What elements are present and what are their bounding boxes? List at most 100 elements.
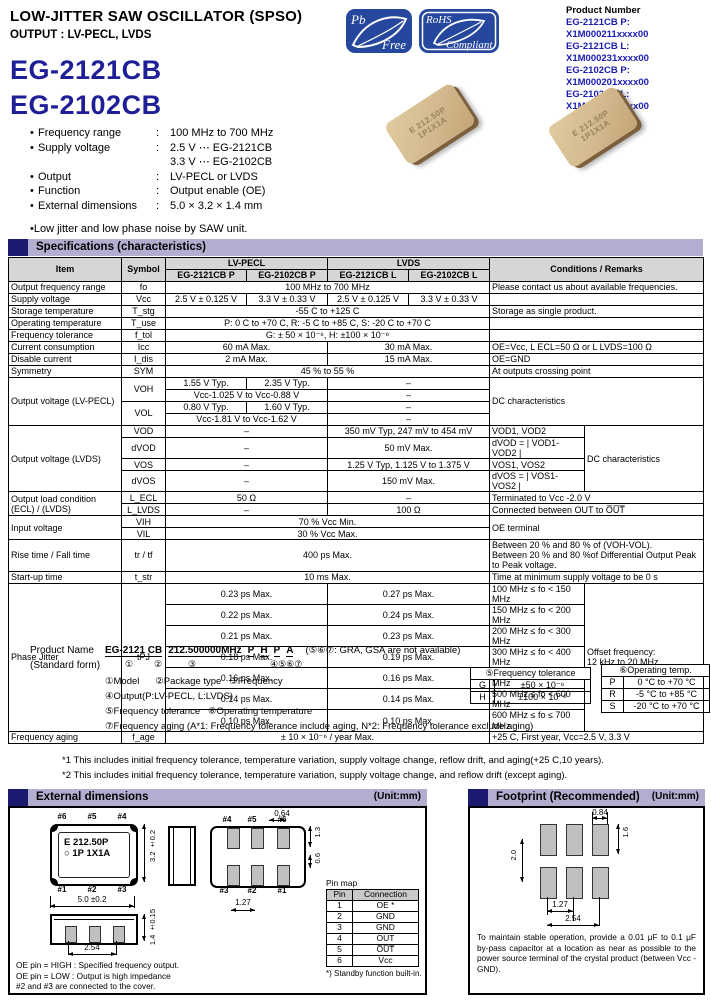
feature-item: 3.3 V ⋯ EG-2102CB (30, 155, 273, 170)
table-cell: dVOS (121, 470, 166, 493)
model-name-eg2102cb: EG-2102CB (10, 90, 162, 120)
table-cell (489, 293, 704, 306)
feature-label: Function (38, 185, 81, 197)
feature-value: LV-PECL or LVDS (170, 170, 258, 183)
feature-colon (156, 155, 170, 170)
table-cell: VOD (121, 425, 166, 438)
standard-form-label: (Standard form) (30, 660, 101, 671)
dim-label-pad-pitch: 1.27 (235, 898, 251, 907)
table-cell: VIH (121, 515, 166, 529)
spec-table: Item Symbol LV-PECL LVDS Conditions / Remark… (8, 257, 704, 744)
table-cell: Vcc-1.025 V to Vcc-0.88 V (165, 389, 328, 402)
table-row: 2 GND (326, 911, 419, 923)
section-square-icon (468, 789, 488, 806)
table-cell: 1.25 V Typ, 1.125 V to 1.375 V (327, 458, 490, 472)
pin-label: #2 (247, 886, 257, 895)
table-cell: – (165, 425, 328, 438)
pin-label: #5 (247, 815, 257, 824)
table-cell: 4 (326, 933, 353, 945)
page-subtitle: OUTPUT : LV-PECL, LVDS (10, 29, 152, 41)
table-cell: 0.10 ps Max. (327, 709, 490, 732)
table-cell: -20 °C to +70 °C (622, 700, 711, 713)
table-row: Pin Connection (326, 889, 419, 901)
page-title: LOW-JITTER SAW OSCILLATOR (SPSO) (10, 8, 303, 25)
rohs-badge: RoHS Compliant (419, 9, 499, 53)
table-row: Symmetry SYM 45 % to 55 % At outputs crossi… (8, 365, 704, 378)
table-cell: 2 mA Max. (165, 353, 328, 366)
feature-value: 5.0 × 3.2 × 1.4 mm (170, 199, 263, 212)
table-cell: 300 MHz ≤ fo < 400 MHz (489, 646, 585, 669)
table-cell: Terminated to Vcc -2.0 V (489, 491, 704, 505)
section-bar-specifications: Specifications (characteristics) (8, 239, 703, 256)
table-cell: Frequency tolerance (8, 329, 122, 342)
feature-label (38, 155, 156, 170)
table-cell: L_ECL (121, 491, 166, 505)
table-row: 1 OE * (326, 900, 419, 912)
table-cell: 100 MHz ≤ fo < 150 MHz (489, 582, 585, 605)
table-cell: GND (352, 922, 419, 934)
table-cell: Connected between OUT to O̅U̅T̅ (489, 503, 704, 517)
features-list: • Frequency range:100 MHz to 700 MHz • Sup… (30, 126, 273, 237)
table-cell: 0.16 ps Max. (327, 667, 490, 690)
table-header-cell: Item (8, 257, 122, 282)
bullet-icon: • (30, 127, 34, 139)
table-cell: tPJ (121, 582, 166, 732)
footprint-pad (566, 824, 583, 856)
table-cell: 150 mV Max. (327, 470, 490, 493)
table-cell: 1.60 V Typ. (246, 401, 328, 414)
product-name-segment: P (247, 645, 255, 657)
table-cell: DC characteristics (584, 424, 704, 493)
product-name-segment: P (273, 645, 281, 657)
table-cell: 100 MHz to 700 MHz (165, 281, 490, 294)
table-cell: Storage temperature (8, 305, 122, 318)
table-row: ⑥Operating temp. (600, 664, 711, 677)
feature-colon: : (156, 170, 160, 183)
dim-label-p2: 2.54 (565, 914, 581, 923)
circled-digit: ④⑤⑥⑦ (270, 659, 303, 669)
table-cell: 0.23 ps Max. (165, 582, 328, 605)
table-header-cell: LVDS (327, 257, 490, 270)
section-square-icon (8, 789, 28, 806)
dim-label-pitch: 2.54 (84, 943, 100, 952)
table-cell: 3.3 V ± 0.33 V (408, 293, 490, 306)
table-cell: f_age (121, 730, 166, 744)
section-title: Footprint (Recommended) (496, 791, 640, 803)
table-cell: T_use (121, 317, 166, 330)
table-header-cell: Conditions / Remarks (489, 257, 704, 282)
table-row: Output frequency range fo 100 MHz to 700 M… (8, 281, 704, 294)
feature-value: Output enable (OE) (170, 185, 266, 197)
table-cell: 100 Ω (327, 503, 490, 517)
table-row: Supply voltage Vcc 2.5 V ± 0.125 V 3.3 V ± … (8, 293, 704, 306)
table-header-cell: EG-2102CB P (246, 269, 328, 282)
oe-note-line: OE pin = HIGH : Specified frequency outp… (16, 960, 180, 970)
table-row: Output load condition (ECL) / (LVDS) L_EC… (8, 491, 704, 517)
table-cell: 50 mV Max. (327, 436, 490, 460)
table-cell: 400 ps Max. (165, 539, 490, 572)
table-cell: 0.80 V Typ. (165, 401, 247, 414)
table-cell: VOS1, VOS2 (489, 458, 585, 472)
table-cell: 0.14 ps Max. (327, 688, 490, 711)
pin-map: Pin map Pin Connection 1 OE * 2 GND 3 GND 4 OUT 5 O… (326, 878, 422, 978)
table-row: 3 GND (326, 922, 419, 934)
feature-item: • Function: Output enable (OE) (30, 184, 273, 199)
table-row: Frequency tolerance f_tol G: ± 50 × 10⁻⁶, … (8, 329, 704, 342)
bullet-icon: • (30, 170, 34, 183)
table-cell: 0.23 ps Max. (327, 624, 490, 648)
table-cell: 3 (326, 922, 353, 934)
table-header-cell: EG-2102CB L (408, 269, 490, 282)
footnote-2: *2 This includes initial frequency toler… (62, 770, 568, 781)
section-bar-external-dimensions: External dimensions (Unit:mm) (8, 789, 427, 806)
dim-label-pad-width: 0.64 (274, 809, 290, 818)
table-cell: dVOS = | VOS1-VOS2 | (489, 470, 585, 493)
table-cell: 6 (326, 955, 353, 967)
table-cell: 10 ms Max. (165, 570, 490, 584)
table-cell (489, 329, 704, 342)
product-number-line: EG-2121CB L: X1M000231xxxx00 (566, 41, 649, 64)
footprint-pad (592, 867, 609, 899)
pb-badge-bottom-text: Free (381, 37, 406, 52)
legend-line: ⑦Frequency aging (A*1: Frequency toleran… (105, 721, 534, 732)
table-cell: 2.5 V ± 0.125 V (165, 293, 247, 306)
oe-note-line: OE pin = LOW : Output is high impedance (16, 970, 171, 981)
dim-label-pad-gap: 0.6 (313, 853, 322, 864)
table-cell: P: 0 C to +70 C, R: -5 C to +85 C, S: -2… (165, 317, 490, 330)
